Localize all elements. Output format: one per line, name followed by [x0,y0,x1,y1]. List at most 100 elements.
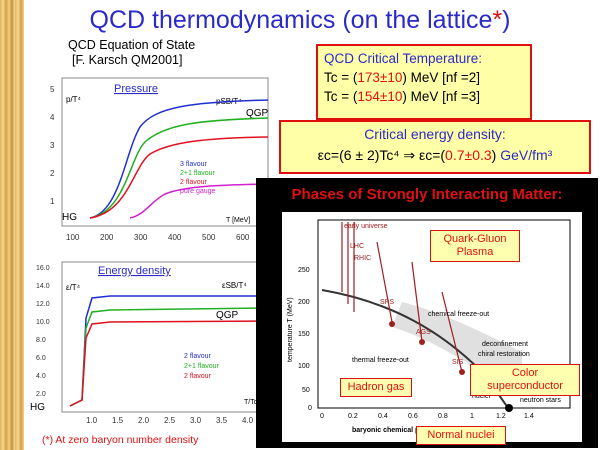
ags-point [419,339,425,345]
energy-legend: 2 flavour 2+1 flavour 2 flavour [184,353,219,380]
hadron-gas-label: Hadron gas [340,378,412,397]
anno-sps: SPS [380,299,394,306]
y-tick: 2.0 [36,391,46,398]
x-tick: 0.8 [438,413,448,420]
y-tick: 14.0 [36,283,50,290]
legend-item: 2+1 flavour [184,363,219,370]
anno-deconf: deconfinement [482,341,528,348]
curve-2plus1-flavour [89,117,269,219]
phase-diagram-panel: Phases of Strongly Interacting Matter: 2… [256,178,598,448]
pressure-x-ticks: 100 200 300 400 500 600 [66,233,250,242]
ed-label: Critical energy density: [364,126,506,142]
x-tick: 2.5 [164,416,176,425]
x-tick: 1.5 [112,416,124,425]
critical-temperature-box: QCD Critical Temperature: Tc = (173±10) … [316,44,532,120]
y-tick: 100 [298,363,310,370]
phases-title: Phases of Strongly Interacting Matter: [291,186,563,203]
normal-nuclei-label: Normal nuclei [416,426,506,445]
phase-xlabel: baryonic chemical potential μB (GeV) [352,427,476,434]
hg-label: HG [62,212,77,223]
y-tick: 5 [50,85,55,94]
nuclei-point [505,404,513,412]
anno-early-universe: early universe [344,223,388,230]
sis-trajectory [441,291,463,373]
energy-sb-label: εSB/T⁴ [222,281,247,290]
pressure-y-ticks: 5 4 3 2 1 [50,85,55,206]
x-tick: 1.4 [524,413,534,420]
x-tick: 100 [66,233,80,242]
pressure-xlabel: T [MeV] [226,217,250,224]
energy-xlabel: T/Tc [244,399,258,406]
x-tick: 200 [100,233,114,242]
curve-3-flavour [89,99,269,219]
y-tick: 10.0 [36,319,50,326]
y-tick: 150 [298,331,310,338]
anno-rhic: RHIC [354,255,371,262]
anno-ags: AGS [416,329,431,336]
anno-neutron: neutron stars [520,397,561,404]
decorative-side-strip [0,0,24,450]
x-tick: 1 [470,413,474,420]
energy-label: Energy density [98,265,171,277]
y-tick: 2 [50,169,55,178]
phase-boundary [321,289,509,409]
energy-ylabel: ε/T⁴ [66,283,81,292]
qgp-label: QGP [246,108,269,119]
qgp-label: QGP [216,310,239,321]
y-tick: 8.0 [36,337,46,344]
y-tick: 16.0 [36,265,50,272]
collider-trajectories [341,222,355,312]
x-tick: 300 [134,233,148,242]
x-tick: 0.4 [378,413,388,420]
energy-x-ticks: 1.0 1.5 2.0 2.5 3.0 3.5 4.0 [86,416,254,425]
x-tick: 400 [168,233,182,242]
anno-chiral: chiral restoration [478,351,530,358]
anno-nuclei: nuclei [472,393,491,400]
footnote: (*) At zero baryon number density [42,434,199,446]
x-tick: 3.5 [216,416,228,425]
hg-label: HG [30,402,45,413]
x-tick: 0.2 [348,413,358,420]
x-tick: 3.0 [190,416,202,425]
pressure-plot: 5 4 3 2 1 100 200 300 400 500 600 p/T⁴ P… [50,77,269,242]
y-tick: 6.0 [36,355,46,362]
curve-2-flavour [89,136,269,219]
tc-label: QCD Critical Temperature: [324,51,483,66]
phase-annotations: early universe LHC RHIC SPS AGS SIS chem… [344,223,561,404]
energy-density-plot: 16.0 14.0 12.0 10.0 8.0 6.0 4.0 2.0 1.0 … [30,261,269,425]
x-tick: 0.6 [408,413,418,420]
y-tick: 4 [50,113,55,122]
x-tick: 2.0 [138,416,150,425]
anno-chem-fo: chemical freeze-out [428,311,489,318]
y-tick: 0 [308,405,312,412]
anno-lhc: LHC [350,243,364,250]
eos-subtitle: QCD Equation of State [F. Karsch QM2001] [68,38,196,67]
legend-item: 2+1 flavour [180,170,215,177]
anno-thermal-fo: thermal freeze-out [352,357,409,364]
legend-item: 3 flavour [180,161,208,168]
pressure-legend: 3 flavour 2+1 flavour 2 flavour pure gau… [180,161,216,195]
x-tick: 600 [236,233,250,242]
ags-trajectory [411,261,423,343]
y-tick: 200 [298,299,310,306]
y-tick: 250 [298,267,310,274]
y-tick: 50 [302,387,310,394]
tc-row-nf3: Tc = (154±10) MeV [nf =3] [324,89,481,104]
curve-energy-2-flavour-red [69,320,269,407]
pressure-ylabel: p/T⁴ [66,95,82,104]
sis-point [459,369,465,375]
phase-x-ticks: 0 0.2 0.4 0.6 0.8 1 1.2 1.4 [320,413,534,420]
legend-item: 2 flavour [184,373,212,380]
ed-formula: εc=(6 ± 2)Tc⁴ ⇒ εc=(0.7±0.3) GeV/fm³ [317,147,553,163]
x-tick: 4.0 [242,416,254,425]
critical-energy-density-box: Critical energy density: εc=(6 ± 2)Tc⁴ ⇒… [279,120,591,174]
curve-pure-gauge [129,183,269,219]
x-tick: 500 [202,233,216,242]
sps-point [389,321,395,327]
y-tick: 3 [50,141,55,150]
y-tick: 12.0 [36,301,50,308]
legend-item: 2 flavour [184,353,212,360]
energy-y-ticks: 16.0 14.0 12.0 10.0 8.0 6.0 4.0 2.0 [36,265,50,398]
y-tick: 4.0 [36,373,46,380]
pressure-label: Pressure [114,83,158,95]
